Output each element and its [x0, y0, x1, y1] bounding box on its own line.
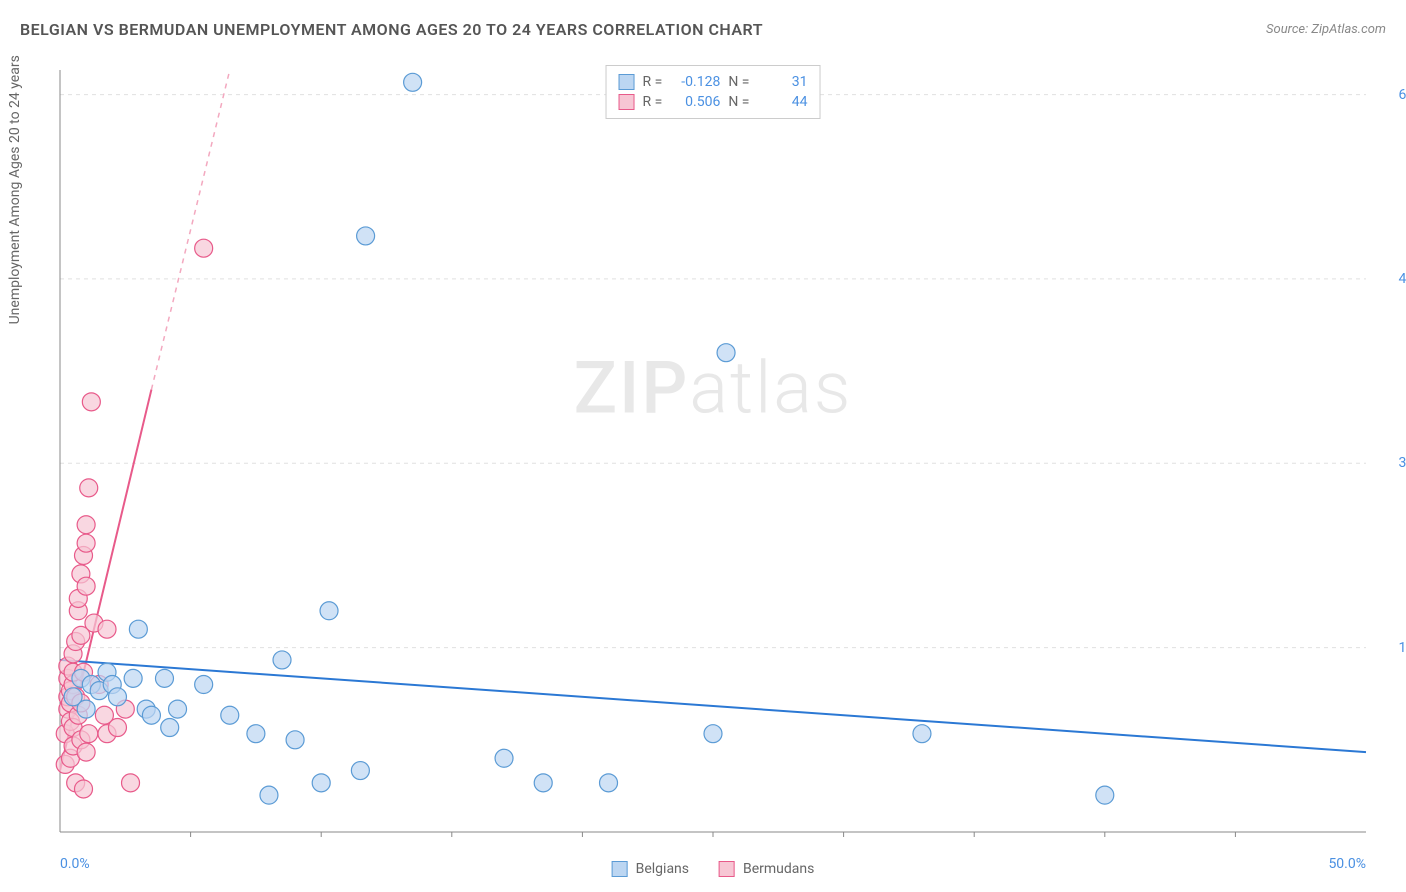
y-tick-label: 45.0%: [1398, 271, 1406, 287]
scatter-plot: [50, 60, 1376, 842]
legend-item-bermudans: Bermudans: [719, 861, 814, 877]
source-attribution: Source: ZipAtlas.com: [1266, 22, 1386, 37]
chart-area: Unemployment Among Ages 20 to 24 years Z…: [50, 60, 1376, 842]
legend-item-belgians: Belgians: [612, 861, 689, 877]
y-axis-label: Unemployment Among Ages 20 to 24 years: [7, 55, 23, 324]
r-value-bermudans: 0.506: [670, 94, 720, 110]
header-bar: BELGIAN VS BERMUDAN UNEMPLOYMENT AMONG A…: [20, 20, 1386, 39]
chart-title: BELGIAN VS BERMUDAN UNEMPLOYMENT AMONG A…: [20, 20, 763, 39]
n-label: N =: [728, 94, 749, 110]
r-value-belgians: -0.128: [670, 74, 720, 90]
r-label: R =: [643, 74, 663, 90]
swatch-belgians: [619, 74, 635, 90]
legend-row-belgians: R = -0.128 N = 31: [619, 72, 808, 92]
y-tick-label: 30.0%: [1398, 455, 1406, 471]
x-tick-label: 50.0%: [1328, 856, 1366, 872]
legend-row-bermudans: R = 0.506 N = 44: [619, 92, 808, 112]
series-legend: Belgians Bermudans: [612, 861, 815, 877]
y-tick-label: 15.0%: [1398, 640, 1406, 656]
n-value-belgians: 31: [757, 74, 807, 90]
r-label: R =: [643, 94, 663, 110]
y-tick-label: 60.0%: [1398, 87, 1406, 103]
n-label: N =: [728, 74, 749, 90]
legend-label-belgians: Belgians: [636, 861, 689, 877]
swatch-bermudans: [619, 94, 635, 110]
n-value-bermudans: 44: [757, 94, 807, 110]
swatch-bermudans-icon: [719, 861, 735, 877]
legend-label-bermudans: Bermudans: [743, 861, 814, 877]
correlation-legend: R = -0.128 N = 31 R = 0.506 N = 44: [606, 65, 821, 119]
x-tick-label: 0.0%: [60, 856, 90, 872]
swatch-belgians-icon: [612, 861, 628, 877]
